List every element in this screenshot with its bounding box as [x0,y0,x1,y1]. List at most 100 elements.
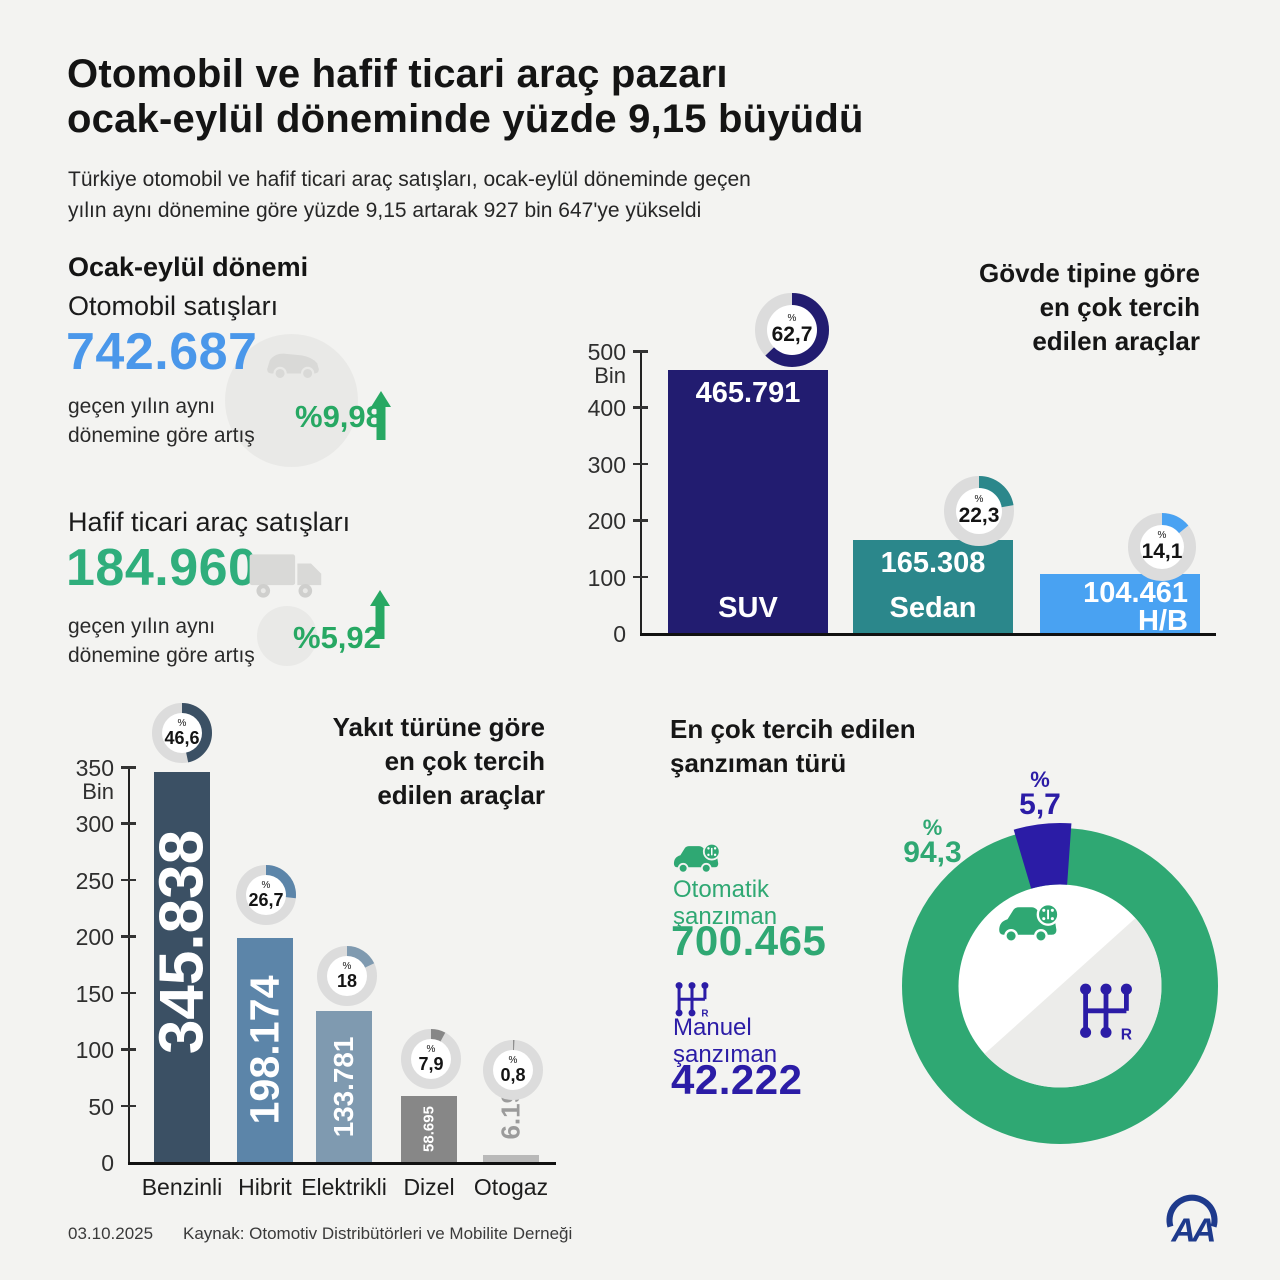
y-axis-unit-label: Bin [82,779,114,804]
percent-symbol: % [922,815,943,840]
chart-bar: 465.791 SUV [668,370,828,633]
y-tick-label: 50 [88,1093,114,1120]
lcv-sales-change: %5,92 [293,620,381,655]
x-axis-line [128,1162,556,1165]
manual-label-line1: Manuel [673,1014,752,1041]
car-icon [267,353,319,381]
percent-symbol: % [1157,529,1167,541]
lcv-sales-label: Hafif ticari araç satışları [68,507,351,537]
up-arrow-icon [371,391,391,440]
manual-label: Manuel şanzıman [673,1014,777,1068]
chart-bar [316,1011,372,1162]
chart-bar [154,771,210,1162]
page-subtitle-line1: Türkiye otomobil ve hafif ticari araç sa… [68,168,751,191]
percent-symbol: % [426,1043,436,1055]
svg-text:R: R [701,1009,708,1019]
percent-donut: % 26,7 [236,865,296,925]
percent-value: 26,7 [248,889,284,910]
y-tick-label: 200 [587,508,626,535]
svg-text:R: R [1121,1027,1132,1042]
y-tick-label: 0 [613,621,626,647]
percent-donut-label: % 62,7 [755,293,829,367]
percent-donut-graphic [317,946,377,1006]
y-tick-label: 300 [587,451,626,478]
fuel-chart-title-line2: en çok tercih [384,746,545,776]
percent-donut-label: % 22,3 [944,476,1014,546]
bar-value-label: 133.781 [328,1036,359,1137]
manual-gearshift-icon: R [1080,983,1132,1042]
percent-donut-label: % 18 [317,946,377,1006]
truck-icon [249,554,322,598]
percent-symbol: % [974,493,984,505]
percent-donut-graphic [401,1029,461,1089]
y-tick-mark [633,575,648,579]
automatic-value: 700.465 [671,917,827,964]
y-tick-label: 100 [75,1037,114,1064]
percent-value: 0,8 [500,1064,526,1085]
x-axis-line [640,633,1216,636]
y-tick-label: 350 [75,755,114,781]
fuel-chart-title: Yakıt türüne göre en çok tercih edilen a… [225,710,545,812]
bar-value-label: 165.308 [880,546,986,579]
percent-donut: % 46,6 [152,703,212,763]
y-axis-unit-label: Bin [594,363,626,388]
y-tick-label: 100 [587,564,626,591]
percent-symbol: % [1030,767,1050,792]
manual-value: 42.222 [671,1056,803,1103]
bar-value-label: 58.695 [420,1105,438,1152]
automatic-car-icon [999,903,1060,943]
footer-source: Kaynak: Otomotiv Distribütörleri ve Mobi… [183,1224,573,1243]
body-type-chart-title: Gövde tipine göre en çok tercih edilen a… [880,256,1200,358]
x-category-label: Hibrit [238,1174,292,1200]
bar-category-label: H/B [1138,605,1188,638]
percent-donut-label: % 46,6 [152,703,212,763]
y-axis-line [640,351,642,635]
automatic-label-line2: şanzıman [673,903,778,930]
percent-donut: % 62,7 [755,293,829,367]
bar-value-label: 104.461 [1083,577,1188,610]
percent-donut-label: % 0,8 [483,1040,543,1100]
up-arrow-icon [370,590,390,639]
y-tick-label: 200 [75,924,114,951]
page-title-line2: ocak-eylül döneminde yüzde 9,15 büyüdü [67,97,864,141]
percent-donut-label: % 7,9 [401,1029,461,1089]
y-tick-label: 250 [75,867,114,894]
percent-donut-label: % 14,1 [1128,513,1196,581]
page-subtitle: Türkiye otomobil ve hafif ticari araç sa… [68,164,751,226]
percent-donut: % 14,1 [1128,513,1196,581]
percent-value: 62,7 [771,322,813,346]
y-tick-mark [121,822,136,825]
percent-donut-graphic [944,476,1014,546]
y-tick-label: 500 [587,339,626,365]
lcv-sales-value: 184.960 [66,539,258,597]
bar-value-label: 465.791 [695,377,801,410]
automatic-label: Otomatik şanzıman [673,876,777,930]
chart-bar: 104.461 H/B [1040,574,1200,637]
lcv-sales-note-line2: dönemine göre artış [68,644,255,667]
percent-donut: % 22,3 [944,476,1014,546]
manual-gearshift-icon: R [675,982,708,1019]
y-tick-label: 150 [75,980,114,1007]
auto-sales-change: %9,98 [295,399,383,434]
y-tick-mark [633,519,648,522]
y-tick-mark [633,350,648,353]
x-category-label: Otogaz [473,1174,549,1200]
fuel-chart-title-line3: edilen araçlar [377,780,545,810]
transmission-title-line1: En çok tercih edilen [670,714,916,744]
body-type-chart-title-line1: Gövde tipine göre [978,258,1200,288]
lcv-sales-note: geçen yılın aynı dönemine göre artış [68,612,255,670]
percent-symbol: % [787,312,797,324]
percent-donut-graphic [152,703,212,763]
fuel-chart-title-line1: Yakıt türüne göre [332,712,545,742]
page-subtitle-line2: yılın aynı dönemine göre yüzde 9,15 arta… [68,199,702,222]
y-tick-label: 300 [75,811,114,838]
chart-bar [483,1155,539,1162]
y-tick-mark [121,991,136,995]
auto-sales-value: 742.687 [66,323,258,381]
percent-symbol: % [177,717,187,729]
manual-percent-label: % 5,7 [1009,767,1071,820]
percent-donut-graphic [483,1040,543,1100]
lcv-circle-background [257,606,317,666]
